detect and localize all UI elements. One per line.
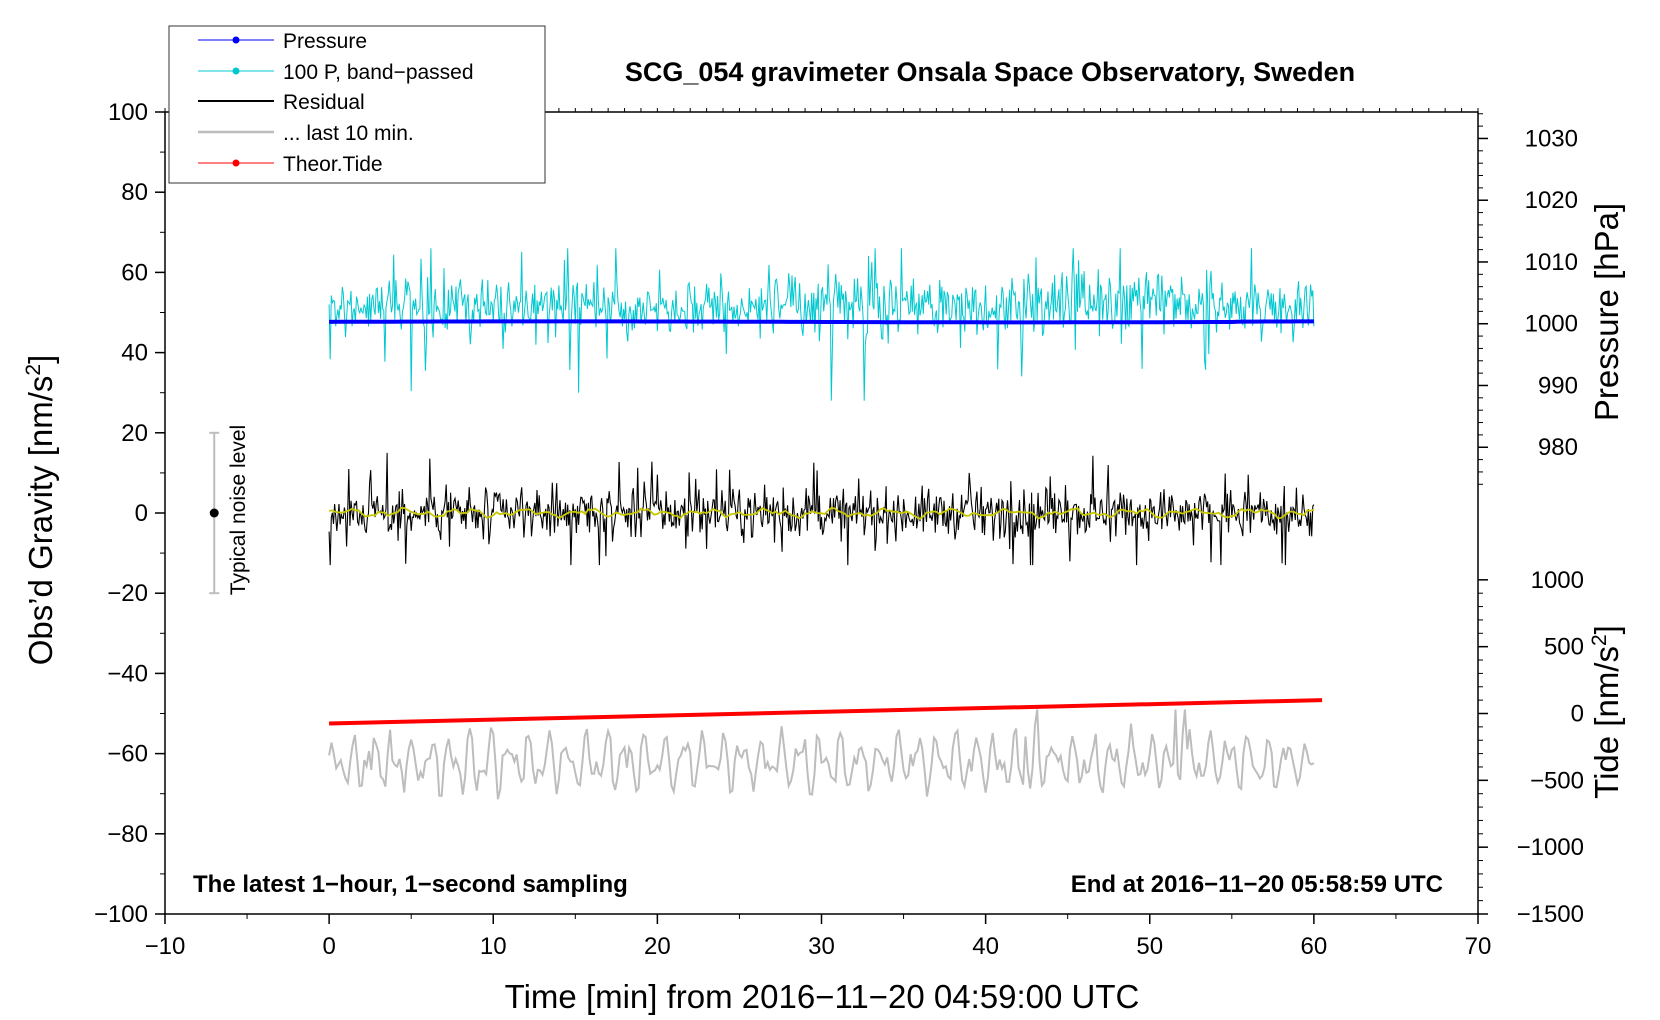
legend-marker-bandpassed xyxy=(232,67,240,75)
y-tick-label: 40 xyxy=(121,340,148,367)
tide-tick-label: −1000 xyxy=(1517,834,1584,861)
x-tick-label: 10 xyxy=(480,933,507,960)
y-tick-label: −60 xyxy=(107,741,148,768)
series-residual-line xyxy=(328,452,1315,566)
y-axis-label-tide: Tide [nm/s2] xyxy=(1588,625,1625,799)
y-tick-label: 80 xyxy=(121,179,148,206)
x-tick-label: 30 xyxy=(808,933,835,960)
pressure-tick-label: 1030 xyxy=(1525,125,1578,152)
pressure-tick-label: 1000 xyxy=(1525,311,1578,338)
legend-label-residual: Residual xyxy=(283,91,365,114)
noise-bar-label: Typical noise level xyxy=(227,425,250,595)
x-tick-label: 60 xyxy=(1301,933,1328,960)
series-smoothed-line xyxy=(328,506,1315,520)
legend-entry-pressure: Pressure xyxy=(198,30,367,53)
y-tick-label: −80 xyxy=(107,821,148,848)
pressure-tick-label: 1020 xyxy=(1525,187,1578,214)
tide-tick-label: 0 xyxy=(1571,701,1584,728)
tide-tick-label: 1000 xyxy=(1531,567,1584,594)
legend-entry-residual: Residual xyxy=(198,91,365,114)
noise-bar-center-dot xyxy=(209,508,219,518)
legend-label-last10: ... last 10 min. xyxy=(283,122,414,145)
legend-entry-last10: ... last 10 min. xyxy=(198,122,414,145)
x-tick-label: 50 xyxy=(1136,933,1163,960)
chart-title: SCG_054 gravimeter Onsala Space Observat… xyxy=(625,57,1355,87)
y-tick-label: −20 xyxy=(107,580,148,607)
x-tick-label: 40 xyxy=(972,933,999,960)
legend-label-tide: Theor.Tide xyxy=(283,153,383,176)
x-tick-label: 0 xyxy=(322,933,335,960)
x-axis-label: Time [min] from 2016−11−20 04:59:00 UTC xyxy=(505,978,1140,1015)
legend-entry-bandpassed: 100 P, band−passed xyxy=(198,61,474,84)
annotation-bottom-left: The latest 1−hour, 1−second sampling xyxy=(193,871,628,898)
y-axis-label-pressure: Pressure [hPa] xyxy=(1588,203,1625,421)
legend-label-pressure: Pressure xyxy=(283,30,367,53)
legend-label-bandpassed: 100 P, band−passed xyxy=(283,61,474,84)
x-tick-label: −10 xyxy=(145,933,186,960)
series-layer xyxy=(209,248,1323,800)
series-tide-line xyxy=(329,698,1323,726)
legend-marker-tide xyxy=(232,159,240,167)
pressure-tick-label: 1010 xyxy=(1525,249,1578,276)
x-tick-label: 20 xyxy=(644,933,671,960)
axes-layer: −10 0 10 20 30 40 50 60 70100806040200−20−40−60−… xyxy=(94,99,1584,960)
y-tick-label: 100 xyxy=(108,99,148,126)
y-tick-label: −40 xyxy=(107,660,148,687)
legend: Pressure 100 P, band−passed Residual ...… xyxy=(168,25,546,184)
pressure-tick-label: 980 xyxy=(1538,434,1578,461)
legend-marker-pressure xyxy=(232,36,240,44)
tide-tick-label: −1500 xyxy=(1517,901,1584,928)
y-tick-label: −100 xyxy=(94,901,148,928)
tide-tick-label: 500 xyxy=(1544,634,1584,661)
series-bandpassed-line xyxy=(328,248,1315,401)
y-tick-label: 20 xyxy=(121,420,148,447)
legend-box xyxy=(168,25,546,184)
series-pressure-line xyxy=(329,319,1314,325)
pressure-tick-label: 990 xyxy=(1538,372,1578,399)
y-tick-label: 0 xyxy=(135,500,148,527)
series-last10-line xyxy=(328,709,1315,800)
legend-entry-tide: Theor.Tide xyxy=(198,153,383,176)
y-axis-label-left: Obs’d Gravity [nm/s2] xyxy=(22,355,59,666)
tide-tick-label: −500 xyxy=(1530,767,1584,794)
y-tick-label: 60 xyxy=(121,259,148,286)
x-tick-label: 70 xyxy=(1465,933,1492,960)
annotation-bottom-right: End at 2016−11−20 05:58:59 UTC xyxy=(1071,871,1443,898)
